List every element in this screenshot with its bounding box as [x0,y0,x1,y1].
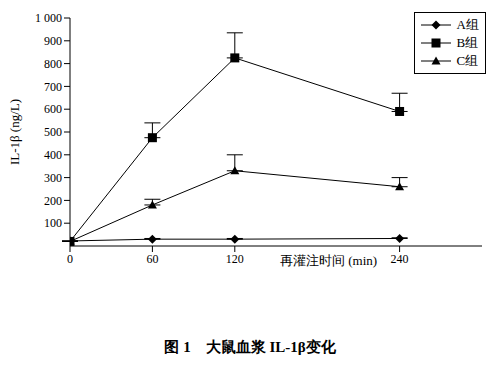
html-text:图 1 大鼠血浆 IL-1β变化: 图 1 大鼠血浆 IL-1β变化 [164,339,336,355]
svg-text:300: 300 [44,171,62,185]
svg-text:400: 400 [44,148,62,162]
svg-text:240: 240 [391,252,409,266]
svg-text:IL-1β (ng/L): IL-1β (ng/L) [8,99,22,165]
svg-text:900: 900 [44,34,62,48]
svg-text:500: 500 [44,125,62,139]
svg-text:800: 800 [44,57,62,71]
html-text:A组: A组 [456,17,479,32]
svg-text:600: 600 [44,102,62,116]
svg-text:700: 700 [44,80,62,94]
svg-text:200: 200 [44,194,62,208]
svg-text:1 000: 1 000 [35,11,62,25]
svg-text:60: 60 [146,252,158,266]
html-text:B组: B组 [456,35,479,50]
svg-text:0: 0 [67,252,73,266]
html-text:再灌注时间 (min): 再灌注时间 (min) [280,253,378,268]
html-text:C组: C组 [456,53,479,68]
svg-text:120: 120 [226,252,244,266]
svg-text:100: 100 [44,216,62,230]
